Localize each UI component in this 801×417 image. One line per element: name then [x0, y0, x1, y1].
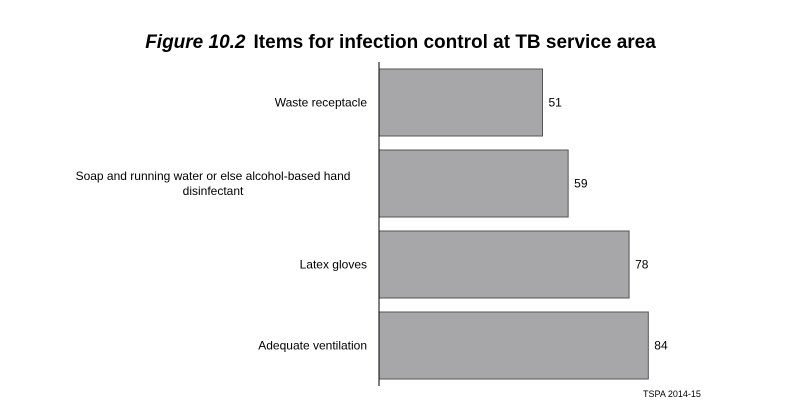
category-label-0: Waste receptacle	[275, 96, 368, 110]
category-label-line: Soap and running water or else alcohol-b…	[76, 169, 351, 183]
data-label-0: 51	[549, 96, 563, 110]
figure-title: Items for infection control at TB servic…	[253, 32, 656, 53]
category-label-line: disinfectant	[183, 184, 244, 198]
figure-label: Figure 10.2	[145, 32, 246, 53]
data-label-2: 78	[635, 258, 649, 272]
data-label-1: 59	[574, 177, 588, 191]
category-label-3: Adequate ventilation	[258, 339, 367, 353]
category-label-line: Adequate ventilation	[258, 339, 367, 353]
source-note: TSPA 2014-15	[643, 389, 701, 399]
bars-layer: 51 Waste receptacle 59 Soap and running wat…	[76, 68, 668, 380]
bar-2	[378, 230, 630, 299]
category-label-1: Soap and running water or else alcohol-b…	[76, 169, 351, 198]
bar-3	[378, 311, 649, 380]
bar-1	[378, 149, 569, 218]
bar-0	[378, 68, 544, 137]
category-label-line: Latex gloves	[300, 258, 367, 272]
data-label-3: 84	[654, 339, 668, 353]
chart-title: Figure 10.2 Items for infection control a…	[0, 32, 801, 54]
category-label-2: Latex gloves	[300, 258, 367, 272]
category-label-line: Waste receptacle	[275, 96, 368, 110]
